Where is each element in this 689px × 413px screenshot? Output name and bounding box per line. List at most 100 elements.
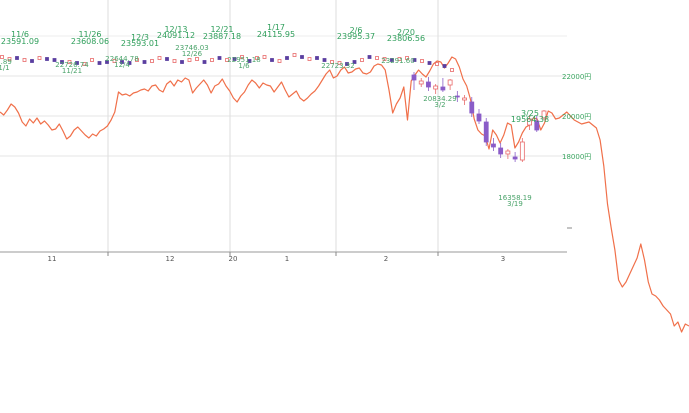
band-marker — [150, 59, 154, 63]
band-marker — [22, 58, 27, 62]
band-marker — [157, 56, 162, 60]
annotation-label: 2/20 — [397, 28, 415, 37]
annotation-label: 19564.38 — [511, 115, 549, 124]
candle-body — [411, 74, 417, 81]
annotation-label: 23746.03 — [175, 44, 208, 52]
annotation-label: 11/21 — [62, 67, 82, 75]
band-marker — [420, 59, 424, 63]
candle-body — [505, 150, 511, 155]
band-marker — [405, 56, 409, 60]
band-marker — [292, 53, 297, 57]
annotation-label: 23591.09 — [1, 37, 39, 46]
band-marker — [135, 58, 139, 62]
annotation-label: 20834.29 — [423, 95, 456, 103]
annotation-label: 23608.06 — [71, 37, 109, 46]
annotation-label: 12/26 — [182, 50, 203, 58]
candle-body — [426, 81, 431, 88]
band-marker — [367, 55, 372, 59]
annotation-label: 23887.18 — [203, 32, 241, 41]
band-marker — [82, 62, 87, 66]
band-marker — [67, 60, 72, 64]
candle-body — [454, 95, 460, 98]
candle-body — [512, 156, 518, 160]
band-marker — [187, 58, 192, 62]
annotation-label: 22644.78 — [105, 55, 138, 63]
band-marker — [330, 60, 334, 64]
band-marker — [142, 60, 147, 64]
candle-body — [519, 141, 525, 161]
month-label: 11 — [48, 255, 57, 263]
annotation-label: 12/4 — [114, 61, 130, 69]
band-marker — [240, 55, 244, 59]
band-marker — [255, 56, 259, 60]
band-marker — [232, 57, 237, 61]
band-markers — [0, 53, 454, 72]
candle-body — [491, 143, 496, 148]
price-label: 18000円 — [562, 153, 591, 161]
band-marker — [307, 57, 312, 61]
annotation-label: 1.89 — [0, 58, 12, 66]
band-marker — [7, 57, 12, 61]
annotation-label: 23806.56 — [387, 34, 425, 43]
candle-body — [476, 113, 482, 122]
annotation-label: 3/25 — [521, 109, 539, 118]
annotation-label: 3/19 — [507, 200, 523, 208]
band-marker — [450, 68, 454, 72]
band-marker — [165, 57, 169, 61]
candle-body — [440, 86, 446, 91]
annotation-label: 11/26 — [78, 30, 101, 39]
band-marker — [352, 60, 357, 64]
band-marker — [52, 58, 57, 62]
band-marker — [277, 59, 282, 63]
band-marker — [60, 60, 64, 64]
band-marker — [375, 56, 379, 60]
candle-body — [433, 85, 439, 90]
band-marker — [337, 61, 342, 65]
band-marker — [345, 62, 349, 66]
band-marker — [285, 56, 289, 60]
candle-body — [534, 120, 540, 131]
band-marker — [172, 59, 177, 63]
annotation-label: 24115.95 — [257, 30, 295, 39]
band-marker — [435, 62, 439, 66]
band-marker — [0, 55, 4, 59]
annotation-label: 1/6 — [238, 62, 250, 70]
annotation-label: 1/17 — [267, 23, 285, 32]
annotation-label: 16358.19 — [498, 194, 531, 202]
annotation-label: 3/2 — [434, 101, 445, 109]
annotation-label: 12/13 — [164, 25, 187, 34]
band-marker — [195, 57, 199, 61]
candle-body — [498, 147, 504, 155]
candle-body — [527, 118, 532, 126]
band-marker — [270, 58, 274, 62]
annotation-label: 22726.74 — [55, 61, 89, 69]
band-marker — [127, 61, 132, 65]
band-marker — [37, 56, 42, 60]
month-label: 1 — [285, 255, 289, 263]
candlestick-series — [411, 72, 547, 162]
band-marker — [315, 56, 319, 60]
price-line — [0, 56, 689, 333]
band-marker — [442, 64, 447, 68]
band-marker — [45, 57, 49, 61]
price-line-series — [0, 56, 689, 333]
band-marker — [97, 61, 102, 65]
band-marker — [180, 60, 184, 64]
band-marker — [30, 59, 34, 63]
candle-body — [483, 121, 489, 143]
band-marker — [120, 60, 124, 64]
band-marker — [202, 60, 207, 64]
band-marker — [105, 60, 109, 64]
annotation-label: 23593.01 — [121, 39, 159, 48]
candle-body — [469, 101, 475, 114]
band-marker — [360, 58, 364, 62]
annotation-label: 23995.37 — [337, 32, 375, 41]
annotation-label: 12/3 — [131, 33, 149, 42]
band-marker — [412, 58, 417, 62]
band-marker — [382, 57, 387, 61]
band-marker — [90, 58, 94, 62]
band-marker — [210, 58, 214, 62]
band-marker — [300, 55, 304, 59]
